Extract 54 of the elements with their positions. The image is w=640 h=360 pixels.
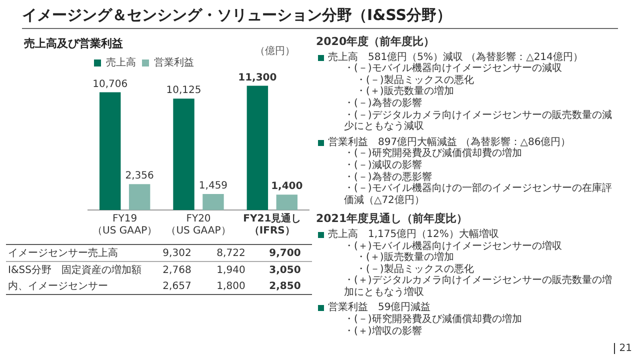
x-tick-label: FY19（US GAAP） (92, 214, 158, 237)
text: 2,768 (162, 264, 192, 278)
bar (99, 92, 121, 210)
text: ・(－)研究開発費及び減価償却費の増加 (343, 314, 523, 326)
data-label: 1,400 (271, 181, 303, 192)
bar (276, 194, 298, 210)
text: 内、イメージセンサー (7, 280, 109, 294)
text: 2020年度（前年度比） (316, 35, 436, 48)
legend-label: 営業利益 (154, 56, 194, 69)
text: 9,302 (162, 246, 192, 260)
text: 3,050 (268, 264, 302, 278)
text: 営業利益 59億円減益 (327, 302, 432, 314)
chart-title: イメージング＆センシング・ソリューション分野（I&SS分野） (22, 6, 618, 29)
text: 2021年度見通し（前年度比） (316, 212, 469, 226)
data-label: 10,125 (166, 85, 202, 96)
data-label: 1,459 (198, 180, 228, 192)
text: ・(－)研究開発費及び減価償却費の増加 (343, 148, 523, 160)
text: イメージセンサー売上高 (7, 246, 119, 261)
text: ・(＋)販売数量の増加 (355, 86, 455, 98)
text: 1,800 (216, 280, 246, 294)
text: 1,940 (216, 264, 246, 278)
text: I&SS分野 固定資産の増加額 (7, 264, 142, 278)
text: 売上高 1,175億円（12%）大幅増収 (327, 228, 500, 240)
text: ・(－)為替の悪影響 (343, 172, 433, 183)
text: 2,657 (162, 280, 192, 294)
bar (246, 86, 268, 210)
bar (173, 98, 194, 210)
data-label: 11,300 (238, 72, 277, 84)
legend-label: 売上高 (106, 56, 136, 69)
text: ・(＋)増収の影響 (343, 326, 423, 338)
data-label: 10,706 (92, 78, 128, 90)
text: 21 (614, 343, 632, 354)
text: ・(＋)モバイル機器向けイメージセンサーの増収 (343, 240, 563, 252)
text: ・(－)為替の影響 (343, 98, 423, 110)
text: ・(＋)販売数量の増加 (355, 252, 455, 264)
text: ・(＋)デジタルカメラ向けイメージセンサーの販売数量の増加にともなう増収 (343, 275, 613, 298)
text: 営業利益 897億円大幅減益 （為替影響：△86億円） (327, 136, 572, 148)
text: ・(－)減収の影響 (343, 160, 423, 172)
text: ・(－)モバイル機器向けイメージセンサーの減収 (343, 63, 563, 74)
x-tick-label: FY20（US GAAP） (166, 214, 231, 237)
data-label: 2,356 (125, 170, 154, 182)
text: 9,700 (268, 246, 302, 260)
text: 8,722 (216, 246, 246, 260)
text: 売上高 581億円（5%）減収 （為替影響：△214億円） (327, 52, 584, 63)
text: ・(－)モバイル機器向けの一部のイメージセンサーの在庫評価減（△72億円） (343, 183, 613, 206)
bar (202, 194, 224, 210)
text: ・(－)デジタルカメラ向けイメージセンサーの販売数量の減少にともなう減収 (343, 110, 613, 133)
text: ・(－)製品ミックスの悪化 (355, 264, 475, 275)
chart-subtitle: 売上高及び営業利益 (24, 36, 123, 51)
x-tick-label: FY21見通し（IFRS） (243, 212, 302, 237)
text: （億円） (255, 44, 295, 58)
text: ・(－)製品ミックスの悪化 (355, 74, 475, 86)
text: 2,850 (268, 280, 302, 294)
bar (128, 184, 150, 210)
